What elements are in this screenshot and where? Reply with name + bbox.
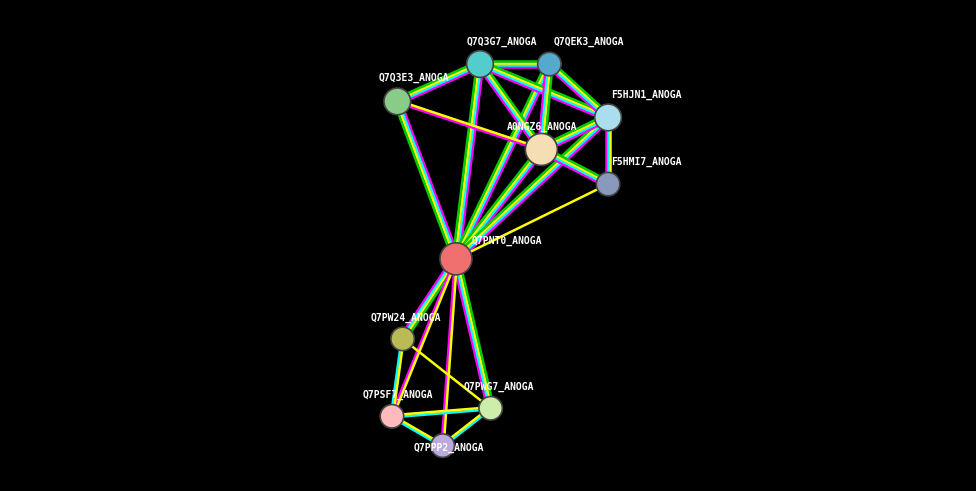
Text: Q7PPP2_ANOGA: Q7PPP2_ANOGA [413, 442, 484, 453]
Circle shape [467, 51, 493, 78]
Circle shape [381, 405, 404, 428]
Text: Q7PW24_ANOGA: Q7PW24_ANOGA [371, 313, 441, 323]
Text: Q7Q3G7_ANOGA: Q7Q3G7_ANOGA [467, 37, 537, 47]
Text: Q7Q3E3_ANOGA: Q7Q3E3_ANOGA [379, 73, 449, 82]
Text: Q7PWG7_ANOGA: Q7PWG7_ANOGA [464, 382, 535, 392]
Circle shape [596, 172, 620, 196]
Text: Q7PNT0_ANOGA: Q7PNT0_ANOGA [472, 235, 543, 246]
Text: Q7PSF7_ANOGA: Q7PSF7_ANOGA [362, 390, 433, 400]
Text: F5HJN1_ANOGA: F5HJN1_ANOGA [611, 90, 681, 100]
Circle shape [384, 88, 411, 115]
Text: Q7QEK3_ANOGA: Q7QEK3_ANOGA [553, 37, 624, 47]
Circle shape [538, 53, 561, 76]
Text: F5HMI7_ANOGA: F5HMI7_ANOGA [611, 157, 681, 167]
Circle shape [594, 104, 622, 131]
Circle shape [479, 397, 503, 420]
Circle shape [390, 327, 415, 351]
Text: A0NGZ6_ANOGA: A0NGZ6_ANOGA [507, 122, 577, 132]
Circle shape [525, 134, 557, 165]
Circle shape [440, 243, 472, 275]
Circle shape [430, 434, 455, 458]
